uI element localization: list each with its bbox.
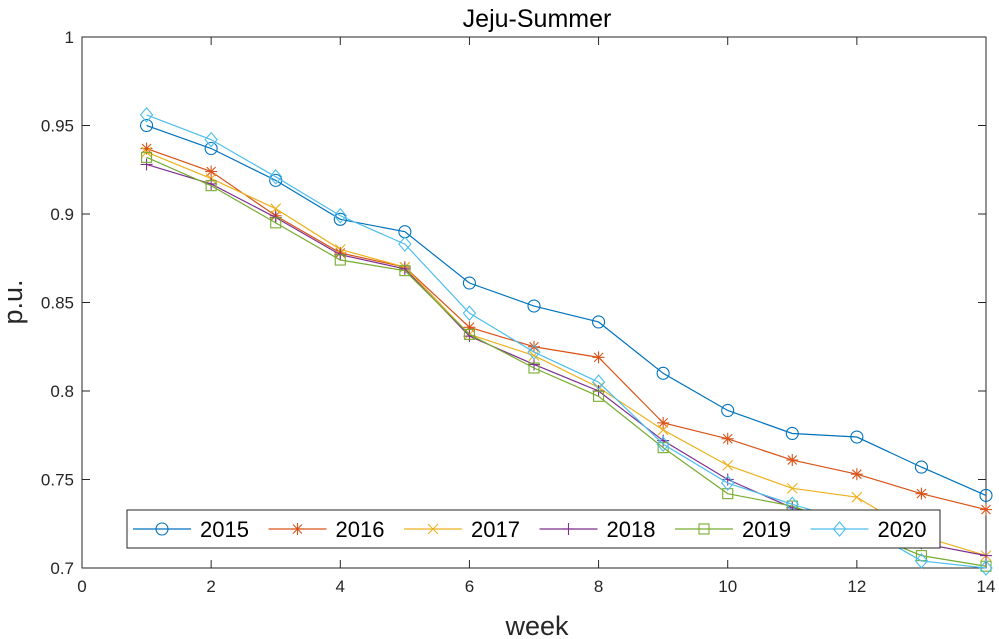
series-line-2017	[146, 151, 987, 557]
data-point-2015	[140, 118, 154, 133]
legend-box	[126, 509, 941, 549]
data-point-2016	[592, 351, 605, 364]
data-point-2020	[656, 436, 670, 452]
data-point-2020	[914, 553, 929, 569]
legend: 2015 2016 2017 2018 2019 2020	[126, 509, 941, 549]
legend-marker	[698, 523, 710, 535]
legend-item-2019: 2019	[675, 517, 791, 542]
legend-item-2017: 2017	[404, 517, 520, 542]
legend-item-2015: 2015	[133, 517, 249, 542]
legend-label: 2016	[336, 517, 385, 542]
data-point-2019	[528, 362, 540, 374]
data-point-2019	[593, 390, 605, 402]
data-point-2017	[851, 491, 863, 503]
data-point-2015	[592, 315, 606, 329]
data-point-2020	[204, 131, 218, 148]
data-point-2016	[721, 432, 734, 445]
data-point-2015	[785, 426, 799, 441]
legend-marker	[155, 522, 169, 536]
x-tick-label: 2	[206, 577, 215, 596]
data-point-2016	[915, 487, 928, 500]
data-point-2015	[527, 299, 541, 313]
x-tick-label: 4	[336, 577, 345, 596]
x-tick-label: 0	[77, 577, 86, 596]
data-point-2018	[980, 549, 992, 562]
data-point-2020	[979, 560, 993, 576]
legend-label: 2018	[607, 517, 656, 542]
data-point-2018	[140, 158, 153, 171]
data-point-2017	[786, 482, 798, 494]
legend-marker	[427, 523, 439, 535]
data-point-2019	[722, 488, 734, 500]
data-point-2015	[721, 403, 735, 418]
series-2015	[140, 118, 993, 502]
data-point-2019	[399, 265, 411, 277]
y-tick-label: 0.75	[41, 471, 74, 490]
chart-title: Jeju-Summer	[463, 5, 612, 33]
y-tick-label: 1	[65, 28, 74, 47]
data-point-2019	[270, 217, 282, 229]
legend-item-2020: 2020	[810, 517, 927, 542]
data-point-2015	[656, 366, 670, 380]
data-point-2016	[980, 503, 992, 516]
data-point-2020	[333, 207, 348, 224]
series-line-2015	[146, 124, 987, 496]
series-line-2016	[146, 147, 987, 511]
data-point-2016	[850, 468, 863, 481]
data-point-2019	[334, 254, 346, 266]
data-point-2016	[205, 165, 218, 178]
data-point-2018	[398, 262, 411, 275]
data-point-2020	[268, 168, 283, 185]
data-point-2015	[850, 430, 864, 444]
legend-marker	[832, 521, 847, 537]
x-tick-label: 6	[465, 577, 474, 596]
data-point-2020	[462, 305, 477, 321]
y-tick-label: 0.9	[50, 205, 74, 224]
x-tick-label: 14	[977, 577, 996, 596]
series-layer	[139, 107, 993, 576]
y-tick-label: 0.85	[41, 294, 74, 313]
legend-label: 2015	[200, 517, 249, 542]
legend-label: 2020	[878, 517, 927, 542]
y-tick-label: 0.7	[50, 559, 74, 578]
data-point-2020	[720, 475, 735, 491]
legend-label: 2019	[742, 517, 791, 542]
x-tick-label: 10	[718, 577, 737, 596]
data-point-2020	[527, 344, 541, 360]
data-point-2019	[463, 328, 475, 340]
plot-area	[81, 36, 987, 569]
y-tick-label: 0.8	[50, 382, 74, 401]
data-point-2017	[657, 424, 669, 436]
legend-item-2018: 2018	[539, 517, 656, 542]
x-axis-title: week	[504, 611, 569, 639]
data-point-2020	[591, 374, 606, 390]
legend-item-2016: 2016	[268, 517, 385, 542]
x-tick-label: 8	[594, 577, 603, 596]
data-point-2019	[205, 180, 217, 192]
data-point-2017	[722, 459, 734, 471]
data-point-2016	[657, 416, 670, 429]
data-point-2015	[204, 141, 218, 156]
legend-label: 2017	[471, 517, 520, 542]
legend-marker	[291, 523, 304, 535]
data-point-2019	[141, 151, 153, 163]
y-axis-title: p.u.	[0, 279, 28, 324]
data-point-2020	[139, 107, 154, 123]
data-point-2017	[270, 203, 282, 215]
data-point-2015	[979, 488, 993, 502]
data-point-2015	[914, 460, 928, 474]
data-point-2017	[528, 350, 540, 361]
data-point-2015	[462, 276, 476, 290]
y-tick-label: 0.95	[41, 117, 74, 136]
axes: 0 2 4 6 8 10 12 14 0.7 0.75 0.8 0.85 0.9 0.95 1	[41, 28, 996, 596]
data-point-2016	[786, 454, 799, 467]
x-tick-label: 12	[847, 577, 866, 596]
legend-marker	[562, 523, 575, 535]
data-point-2016	[463, 321, 476, 334]
data-point-2020	[398, 236, 412, 252]
data-point-2015	[333, 212, 347, 226]
